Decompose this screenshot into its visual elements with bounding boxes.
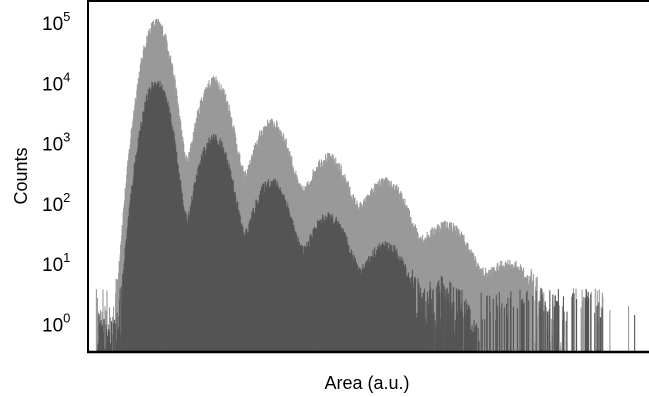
- y-tick-base: 10: [42, 195, 63, 216]
- y-tick-label: 100: [42, 311, 70, 337]
- y-tick-label: 101: [42, 250, 70, 276]
- y-tick-label: 103: [42, 130, 70, 156]
- y-tick-exponent: 3: [63, 130, 70, 145]
- y-tick-exponent: 1: [63, 250, 70, 265]
- y-tick-exponent: 0: [63, 311, 70, 326]
- x-axis-label: Area (a.u.): [324, 373, 409, 393]
- y-tick-exponent: 2: [63, 190, 70, 205]
- y-tick-base: 10: [42, 135, 63, 156]
- y-tick-exponent: 4: [63, 69, 70, 84]
- y-tick-label: 104: [42, 69, 70, 95]
- y-tick-label: 105: [42, 9, 70, 35]
- y-tick-label: 102: [42, 190, 70, 216]
- axes: [87, 0, 649, 354]
- series-2: [97, 80, 636, 352]
- y-tick-exponent: 5: [63, 9, 70, 24]
- y-tick-base: 10: [42, 14, 63, 35]
- y-axis-label: Counts: [11, 147, 31, 204]
- y-tick-base: 10: [42, 74, 63, 95]
- series-layer: [95, 18, 636, 352]
- y-tick-base: 10: [42, 255, 63, 276]
- y-tick-base: 10: [42, 316, 63, 337]
